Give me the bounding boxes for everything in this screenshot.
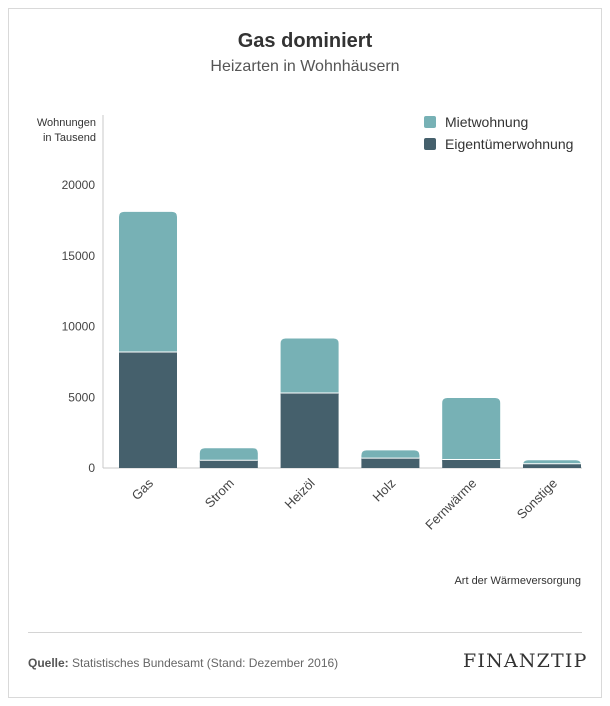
bar-mietwohnung-fernwärme: [442, 397, 501, 462]
bar-eigentuemerwohnung-sonstige: [523, 463, 581, 468]
legend-swatch: [424, 138, 436, 150]
bar-eigentuemerwohnung-fernwärme: [442, 459, 501, 468]
legend-label: Mietwohnung: [445, 114, 528, 130]
x-tick-label: Fernwärme: [422, 476, 479, 533]
chart-title: Gas dominiert: [237, 30, 373, 52]
y-tick-label: 0: [88, 461, 95, 475]
y-axis-label: in Tausend: [43, 132, 96, 144]
bar-eigentuemerwohnung-holz: [361, 458, 420, 468]
bar-mietwohnung-heizöl: [280, 338, 339, 396]
chart-subtitle: Heizarten in Wohnhäusern: [210, 58, 400, 75]
x-tick-label: Strom: [202, 476, 237, 511]
y-tick-label: 10000: [62, 320, 96, 334]
bar-mietwohnung-gas: [119, 211, 177, 354]
bar-eigentuemerwohnung-gas: [119, 351, 177, 468]
y-tick-label: 5000: [68, 390, 95, 404]
x-tick-label: Gas: [129, 475, 157, 503]
y-tick-label: 20000: [62, 178, 96, 192]
source-text: Statistisches Bundesamt (Stand: Dezember…: [72, 656, 339, 670]
legend-label: Eigentümerwohnung: [445, 136, 573, 152]
finanztip-logo: FINANZTIP: [463, 650, 588, 672]
legend-swatch: [424, 116, 436, 128]
y-axis-label: Wohnungen: [37, 117, 96, 129]
x-tick-label: Holz: [370, 476, 399, 505]
source-label: Quelle:: [28, 656, 69, 670]
x-axis-label: Art der Wärmeversorgung: [454, 575, 581, 587]
bar-mietwohnung-strom: [199, 448, 258, 463]
x-tick-label: Heizöl: [282, 475, 318, 511]
footer-divider: [28, 632, 582, 633]
bar-eigentuemerwohnung-strom: [199, 460, 258, 468]
x-tick-label: Sonstige: [514, 476, 560, 522]
source-note: Quelle: Statistisches Bundesamt (Stand: …: [28, 656, 338, 670]
y-tick-label: 15000: [62, 249, 96, 263]
bar-eigentuemerwohnung-heizöl: [280, 393, 339, 468]
